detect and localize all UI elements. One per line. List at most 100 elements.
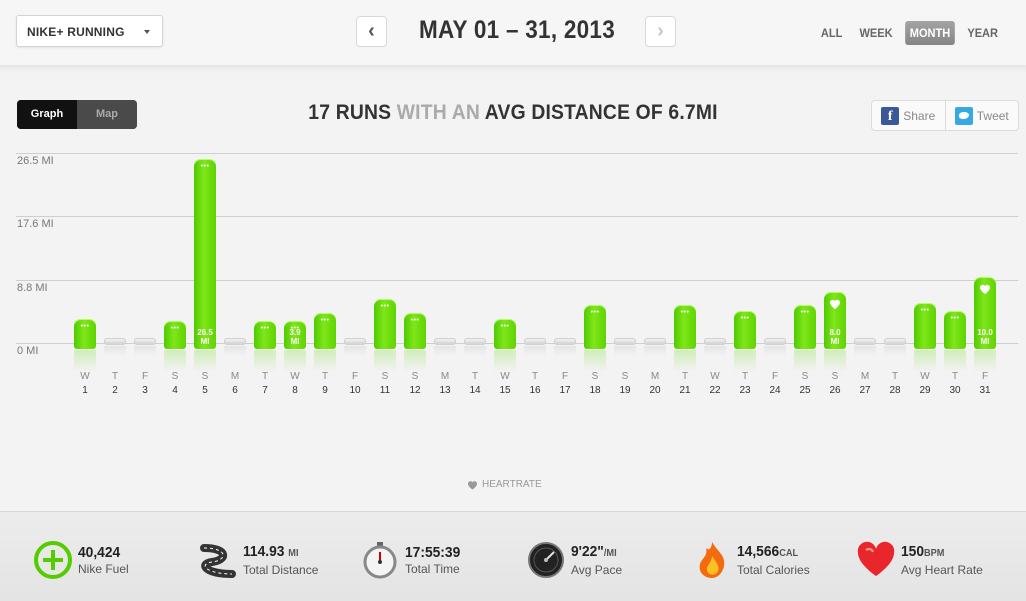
bar-reflection xyxy=(404,350,426,372)
tab-year[interactable]: YEAR xyxy=(966,26,998,40)
day-of-week-label: S xyxy=(381,371,389,382)
run-bar[interactable]: 8.0 MI xyxy=(824,291,846,349)
graph-view-button[interactable]: Graph xyxy=(17,100,77,129)
run-bar[interactable]: ••• xyxy=(734,311,756,349)
run-bar[interactable]: ••• xyxy=(944,311,966,349)
app-select-dropdown[interactable]: NIKE+ RUNNING xyxy=(16,15,163,47)
day-of-week-label: T xyxy=(321,371,329,382)
day-number-label: 27 xyxy=(859,385,871,396)
day-column: F 10 xyxy=(344,140,366,410)
heart-icon xyxy=(467,480,478,490)
stat-unit: CAL xyxy=(779,547,799,559)
day-of-week-label: M xyxy=(440,371,450,382)
twitter-tweet-button[interactable]: Tweet xyxy=(944,101,1019,130)
day-column: 8.0 MI S 26 xyxy=(824,140,846,410)
day-number-label: 9 xyxy=(322,385,328,396)
bar-reflection xyxy=(284,350,306,372)
twitter-icon xyxy=(954,106,973,125)
bar-dots: ••• xyxy=(920,307,930,315)
run-bar[interactable]: ••• xyxy=(674,305,696,349)
day-number-label: 5 xyxy=(202,385,208,396)
run-bar[interactable]: ••• 3.9 MI xyxy=(284,321,306,349)
pill-reflection xyxy=(764,346,786,356)
pill-reflection xyxy=(104,346,126,356)
day-of-week-label: T xyxy=(741,371,749,382)
day-of-week-label: W xyxy=(920,371,930,382)
stat-value: 9'22" xyxy=(571,542,604,560)
facebook-share-button[interactable]: f Share xyxy=(872,101,945,130)
rest-day-pill xyxy=(104,338,126,345)
run-bar[interactable]: ••• xyxy=(584,305,606,349)
rest-day-pill xyxy=(614,338,636,345)
heartrate-toggle[interactable]: HEARTRATE xyxy=(467,479,542,490)
app-select-value: NIKE+ RUNNING xyxy=(27,25,125,39)
day-of-week-label: S xyxy=(621,371,629,382)
map-view-button[interactable]: Map xyxy=(77,100,137,129)
previous-month-button[interactable]: ‹ xyxy=(356,16,387,47)
day-column: F 24 xyxy=(764,140,786,410)
day-column: ••• W 15 xyxy=(494,140,516,410)
tab-week[interactable]: WEEK xyxy=(859,26,893,40)
summary-runs: 17 RUNS xyxy=(308,101,392,124)
nike-fuel-icon xyxy=(34,541,72,579)
pill-reflection xyxy=(344,346,366,356)
bar-unit: MI xyxy=(980,336,990,346)
day-of-week-label: S xyxy=(591,371,599,382)
gridline xyxy=(16,280,1018,281)
run-bar[interactable]: 10.0 MI xyxy=(974,277,996,349)
bar-dots: ••• xyxy=(200,163,210,170)
tab-all[interactable]: ALL xyxy=(821,26,843,40)
run-bar[interactable]: ••• xyxy=(374,298,396,349)
run-bar[interactable]: ••• xyxy=(494,318,516,349)
bar-value: 10.0 xyxy=(977,327,993,337)
run-bar[interactable]: ••• xyxy=(164,321,186,349)
bar-reflection xyxy=(944,350,966,372)
day-column: M 20 xyxy=(644,140,666,410)
bar-reflection xyxy=(194,350,216,372)
tab-month[interactable]: MONTH xyxy=(904,21,955,45)
view-toggle: Graph Map xyxy=(17,100,137,129)
bar-dots: ••• xyxy=(80,322,90,330)
day-of-week-label: M xyxy=(860,371,870,382)
bar-reflection xyxy=(794,350,816,372)
day-number-label: 7 xyxy=(262,385,268,396)
bar-reflection xyxy=(254,350,276,372)
day-of-week-label: S xyxy=(171,371,179,382)
run-bar[interactable]: ••• xyxy=(314,313,336,349)
run-bar[interactable]: ••• xyxy=(254,321,276,349)
stat-avg-pace: 9'22"/MI Avg Pace xyxy=(526,540,622,580)
day-column: ••• W 29 xyxy=(914,140,936,410)
run-bar[interactable]: ••• xyxy=(74,318,96,349)
day-of-week-label: T xyxy=(531,371,539,382)
day-column: T 14 xyxy=(464,140,486,410)
next-month-button[interactable]: › xyxy=(645,16,676,47)
header-bar: NIKE+ RUNNING ‹ MAY 01 – 31, 2013 › ALL … xyxy=(0,0,1026,73)
chevron-down-icon xyxy=(144,30,150,34)
bar-reflection xyxy=(314,350,336,372)
flame-icon xyxy=(699,542,725,578)
day-number-label: 6 xyxy=(232,385,238,396)
run-bar[interactable]: ••• 26.5 MI xyxy=(194,159,216,349)
day-column: ••• S 18 xyxy=(584,140,606,410)
run-bar[interactable]: ••• xyxy=(404,313,426,349)
gridline xyxy=(16,343,1018,344)
bar-dots: ••• xyxy=(800,309,810,317)
pill-reflection xyxy=(884,346,906,356)
day-column: T 16 xyxy=(524,140,546,410)
stat-name: Avg Pace xyxy=(571,562,623,577)
day-column: W 22 xyxy=(704,140,726,410)
run-bar[interactable]: ••• xyxy=(914,303,936,349)
day-of-week-label: S xyxy=(831,371,839,382)
run-summary: 17 RUNS WITH AN AVG DISTANCE OF 6.7MI xyxy=(253,101,774,125)
day-column: F 17 xyxy=(554,140,576,410)
run-bar[interactable]: ••• xyxy=(794,305,816,349)
rest-day-pill xyxy=(764,338,786,345)
day-of-week-label: F xyxy=(141,371,149,382)
day-number-label: 18 xyxy=(589,385,601,396)
stat-value: 150 xyxy=(901,542,925,560)
rest-day-pill xyxy=(434,338,456,345)
bar-reflection xyxy=(374,350,396,372)
stat-value: 17:55:39 xyxy=(405,543,461,561)
